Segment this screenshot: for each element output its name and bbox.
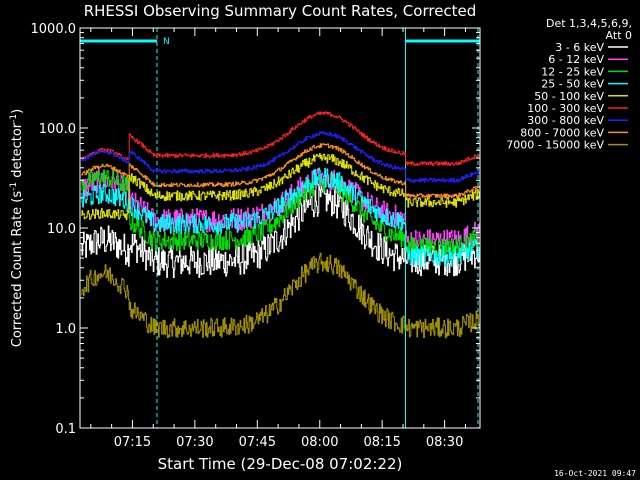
legend-label-6: 300 - 800 keV [527,114,604,127]
y-axis-label-end: ) [10,109,25,114]
y-tick-label-4: 1000.0 [31,22,77,37]
x-axis-ticks: 07:15 07:30 07:45 08:00 08:15 08:30 [90,28,466,450]
legend-label-7: 800 - 7000 keV [520,126,604,139]
x-tick-label-2: 07:45 [239,435,276,450]
legend-label-2: 12 - 25 keV [541,65,604,78]
legend-label-0: 3 - 6 keV [555,41,604,54]
y-tick-label-0: 0.1 [55,422,76,437]
series-line-4 [81,153,480,220]
y-tick-label-3: 100.0 [39,122,76,137]
legend-label-8: 7000 - 15000 keV [506,139,604,152]
y-axis-ticks: 0.1 1.0 10.0 100.0 1000.0 [31,22,480,437]
x-tick-label-4: 08:15 [363,435,400,450]
series-line-8 [81,252,480,339]
x-tick-label-5: 08:30 [426,435,463,450]
y-axis-label-sup1: -1 [9,182,19,191]
series-line-7 [81,143,480,199]
y-axis-label-main: Corrected Count Rate (s [10,191,25,348]
series-line-5 [81,111,480,166]
timestamp: 16-Oct-2021 09:47 [554,469,636,478]
legend-header-2: Att 0 [606,29,632,42]
legend-label-3: 25 - 50 keV [541,78,604,91]
y-tick-label-2: 10.0 [47,222,76,237]
series-lines [81,111,480,339]
x-axis-label: Start Time (29-Dec-08 07:02:22) [158,455,403,473]
series-line-6 [81,131,480,183]
legend-header-1: Det 1,3,4,5,6,9, [546,17,632,30]
legend-label-5: 100 - 300 keV [527,102,604,115]
x-tick-label-0: 07:15 [114,435,151,450]
y-axis-label: Corrected Count Rate (s-1 detector-1) [9,109,25,347]
series-line-3 [81,167,480,267]
y-axis-label-mid: detector [10,122,25,182]
x-tick-label-3: 08:00 [301,435,338,450]
y-axis-label-sup2: -1 [9,114,19,123]
x-tick-label-1: 07:30 [176,435,213,450]
saa-marker: N [163,37,170,47]
y-tick-label-1: 1.0 [55,322,76,337]
legend-label-4: 50 - 100 keV [534,90,604,103]
chart-title: RHESSI Observing Summary Count Rates, Co… [84,2,477,20]
legend-label-1: 6 - 12 keV [548,53,604,66]
series-line-2 [81,169,480,258]
